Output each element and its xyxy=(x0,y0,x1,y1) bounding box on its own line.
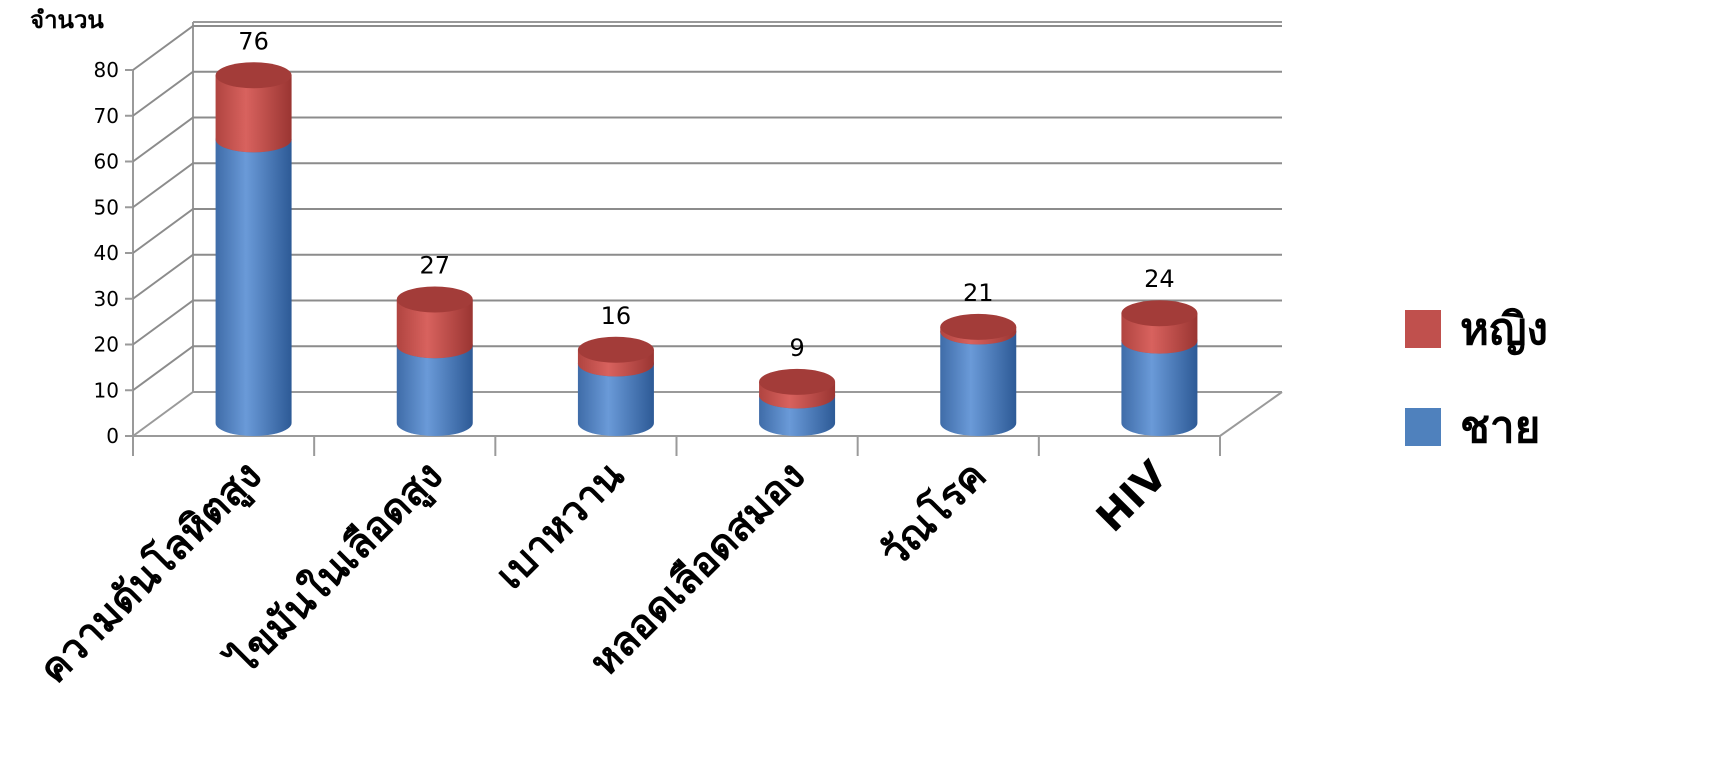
legend-swatch-female xyxy=(1405,310,1441,348)
legend-label-female: หญิง xyxy=(1460,304,1548,355)
legend-swatch-male xyxy=(1405,408,1441,446)
bar-top xyxy=(396,286,473,313)
bar-body xyxy=(577,363,654,437)
bar-body xyxy=(215,75,292,153)
y-tick-label: 0 xyxy=(106,424,119,448)
total-label: 27 xyxy=(419,251,450,279)
bar-top xyxy=(215,62,292,89)
y-tick-label: 50 xyxy=(94,195,119,219)
bar-body xyxy=(396,345,473,437)
total-label: 16 xyxy=(601,302,632,330)
y-tick-label: 20 xyxy=(94,333,119,357)
y-tick-label: 30 xyxy=(94,287,119,311)
floor-back-edge xyxy=(132,391,1282,437)
bar-female-5 xyxy=(1121,300,1198,354)
bar-top xyxy=(759,368,836,395)
category-label: วัณโรค xyxy=(871,452,996,577)
y-axis-ticks: 0 10 20 30 40 50 60 70 80 xyxy=(94,58,133,448)
bars xyxy=(215,62,1198,437)
gridline xyxy=(132,25,1282,71)
bar-top xyxy=(940,313,1017,340)
gridlines xyxy=(132,25,1282,392)
gridline xyxy=(132,116,1282,163)
bar-top xyxy=(577,336,654,363)
total-label: 76 xyxy=(238,27,269,55)
category-label: เบาหวาน xyxy=(487,453,633,599)
y-tick-label: 60 xyxy=(94,150,119,174)
total-label: 9 xyxy=(789,334,804,362)
bar-female-2 xyxy=(577,336,654,377)
y-axis-label: จำนวน xyxy=(30,6,104,34)
bar-male-0 xyxy=(215,126,292,436)
bar-body xyxy=(1121,340,1198,437)
y-tick-label: 10 xyxy=(94,378,119,402)
bar-body xyxy=(215,139,292,436)
bar-female-1 xyxy=(396,286,473,359)
legend-label-male: ชาย xyxy=(1460,402,1540,453)
gridline xyxy=(132,70,1282,117)
y-tick-label: 40 xyxy=(94,241,119,265)
gridline xyxy=(132,208,1282,254)
gridline xyxy=(132,253,1282,300)
chart-walls xyxy=(132,21,1283,456)
gridline xyxy=(132,162,1282,209)
y-tick-label: 70 xyxy=(94,104,119,128)
bar-top xyxy=(1121,300,1198,327)
category-label: HIV xyxy=(1088,453,1177,542)
total-label: 24 xyxy=(1144,265,1175,293)
bar-female-3 xyxy=(759,368,836,409)
total-label: 21 xyxy=(963,279,994,307)
bar-female-4 xyxy=(940,313,1017,345)
floor-front-edge xyxy=(133,391,1283,437)
gridline xyxy=(132,299,1282,346)
gridline xyxy=(132,345,1282,392)
bar-body xyxy=(396,299,473,359)
total-labels: 76 27 16 9 21 24 xyxy=(238,27,1174,362)
bar-female-0 xyxy=(215,62,292,153)
bar-body xyxy=(940,331,1017,437)
y-tick-label: 80 xyxy=(94,58,119,82)
